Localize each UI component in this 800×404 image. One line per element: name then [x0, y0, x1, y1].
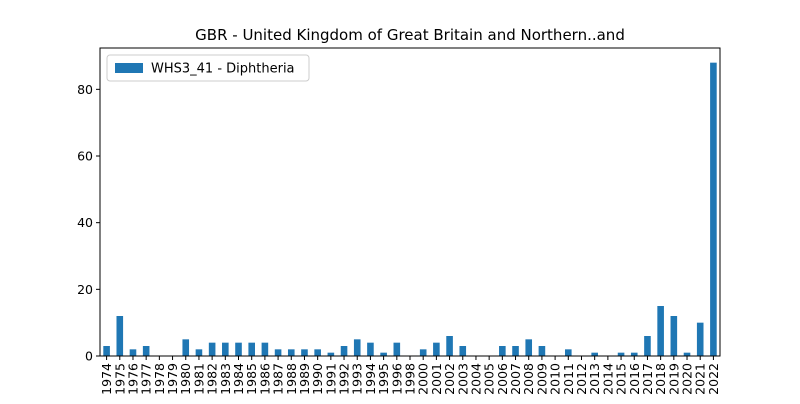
x-tick-label: 2008	[521, 363, 536, 395]
chart-title: GBR - United Kingdom of Great Britain an…	[195, 26, 625, 44]
y-tick-label: 20	[77, 282, 93, 297]
bar	[367, 342, 374, 356]
plot-frame	[99, 47, 721, 357]
x-tick-label: 1990	[310, 363, 325, 395]
bar	[499, 346, 506, 356]
bar	[710, 62, 717, 357]
x-tick-label: 1989	[297, 363, 312, 395]
x-tick-label: 2019	[666, 363, 681, 395]
x-tick-label: 1976	[125, 363, 140, 395]
bar	[274, 349, 282, 356]
x-tick-label: 2014	[600, 363, 615, 395]
x-tick-label: 2012	[574, 363, 589, 395]
bar	[287, 349, 295, 356]
x-tick-label: 2015	[614, 363, 629, 395]
bar	[380, 352, 387, 356]
x-tick-label: 2020	[680, 363, 695, 395]
y-tick-label: 60	[77, 149, 93, 164]
legend-swatch	[115, 63, 143, 73]
x-tick-label: 2007	[508, 363, 523, 395]
x-tick-label: 1983	[218, 363, 233, 395]
x-tick-label: 1978	[152, 363, 167, 395]
x-tick-label: 1984	[231, 363, 246, 395]
x-tick-label: 2009	[534, 363, 549, 395]
bar	[512, 346, 519, 356]
x-tick-label: 2016	[627, 363, 642, 395]
bar	[301, 349, 308, 356]
bar	[235, 342, 242, 356]
x-tick-label: 1992	[337, 363, 352, 395]
bar	[353, 339, 361, 356]
x-tick-label: 2010	[548, 363, 563, 395]
bar	[565, 349, 572, 356]
bar	[103, 346, 110, 356]
bar	[538, 346, 546, 356]
bar	[525, 339, 533, 356]
bar	[591, 352, 598, 356]
bar	[195, 349, 203, 356]
x-tick-label: 1974	[99, 363, 114, 395]
x-tick-label: 1975	[112, 363, 127, 395]
bar	[142, 346, 150, 356]
x-tick-label: 1977	[139, 363, 154, 395]
x-tick-label: 2004	[468, 363, 483, 395]
x-tick-label: 2005	[482, 363, 497, 395]
legend-label: WHS3_41 - Diphtheria	[151, 62, 295, 77]
bar	[433, 342, 440, 356]
bar	[683, 352, 691, 356]
x-tick-label: 2000	[416, 363, 431, 395]
x-tick-label: 1996	[389, 363, 404, 395]
bar	[696, 322, 704, 356]
x-tick-label: 2022	[706, 363, 721, 395]
x-tick-label: 2013	[587, 363, 602, 395]
x-tick-label: 1987	[271, 363, 286, 395]
bar	[116, 316, 124, 356]
bar	[327, 352, 335, 356]
x-tick-label: 1998	[403, 363, 418, 395]
x-tick-label: 1993	[350, 363, 365, 395]
x-tick-label: 1979	[165, 363, 180, 395]
x-tick-label: 2018	[653, 363, 668, 395]
bar	[393, 342, 401, 356]
x-tick-label: 2002	[442, 363, 457, 395]
x-tick-label: 1986	[257, 363, 272, 395]
y-tick-label: 40	[77, 215, 93, 230]
x-tick-label: 2011	[561, 363, 576, 395]
bar	[617, 352, 625, 356]
bar	[182, 339, 190, 356]
x-tick-label: 2017	[640, 363, 655, 395]
bar	[459, 346, 467, 356]
bar	[644, 336, 651, 356]
x-tick-label: 1988	[284, 363, 299, 395]
x-tick-label: 1982	[205, 363, 220, 395]
bar	[340, 346, 348, 356]
x-tick-label: 1995	[376, 363, 391, 395]
bar	[248, 342, 255, 356]
bar	[657, 306, 664, 356]
x-tick-label: 2001	[429, 363, 444, 395]
x-tick-label: 1985	[244, 363, 259, 395]
bar	[129, 349, 137, 356]
bar	[222, 342, 229, 356]
x-tick-label: 2003	[455, 363, 470, 395]
x-tick-label: 2021	[693, 363, 708, 395]
x-tick-label: 1991	[323, 363, 338, 395]
x-tick-label: 1981	[191, 363, 206, 395]
y-tick-label: 80	[77, 82, 93, 97]
x-tick-label: 1980	[178, 363, 193, 395]
bar	[446, 336, 453, 356]
bar	[419, 349, 427, 356]
bar	[208, 342, 216, 356]
bar	[314, 349, 321, 356]
legend-box	[106, 54, 310, 82]
x-tick-label: 1994	[363, 363, 378, 395]
bar	[630, 352, 638, 356]
x-tick-label: 2006	[495, 363, 510, 395]
y-tick-label: 0	[85, 349, 93, 364]
bar	[261, 342, 269, 356]
bar	[670, 316, 678, 356]
